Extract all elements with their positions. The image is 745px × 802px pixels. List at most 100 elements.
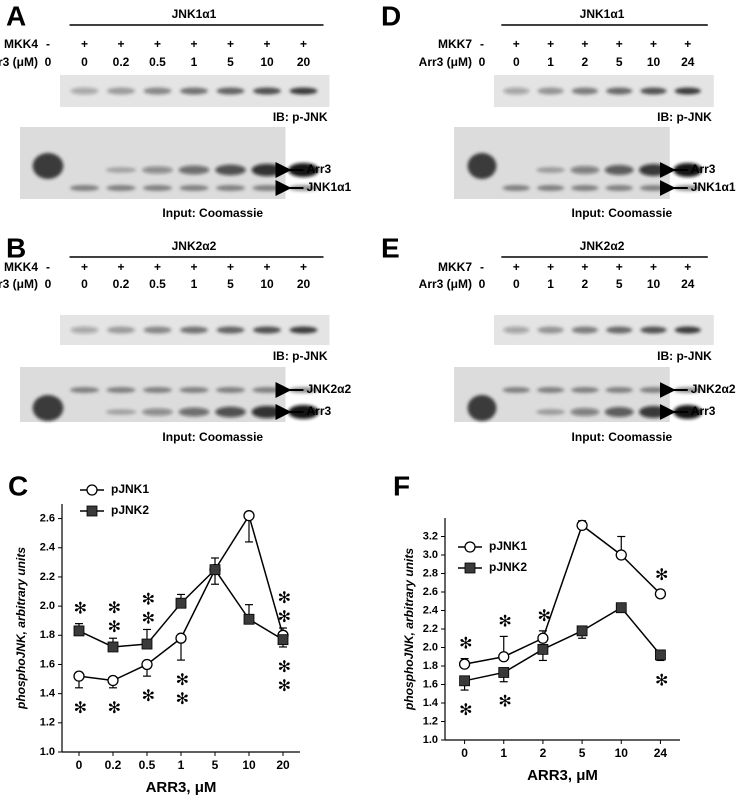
arr3-lane: 10 <box>260 55 274 69</box>
kinase-lane: + <box>81 37 88 51</box>
band <box>70 326 99 334</box>
panel-letter: E <box>381 232 400 263</box>
kinase-lane: + <box>227 260 234 274</box>
band <box>536 409 566 415</box>
y-tick-label: 1.8 <box>423 660 438 672</box>
band <box>674 326 701 334</box>
point <box>459 675 470 687</box>
arr3-lane: 0 <box>479 277 486 291</box>
band <box>289 87 318 95</box>
band <box>289 326 318 334</box>
kinase-lane: + <box>263 260 270 274</box>
band <box>143 87 172 95</box>
y-tick-label: 2.0 <box>423 641 438 653</box>
band <box>502 185 531 191</box>
band <box>605 387 633 393</box>
band <box>178 165 210 175</box>
significance: ✻✻ <box>275 657 292 695</box>
point <box>498 651 510 663</box>
legend-label: pJNK2 <box>111 503 149 517</box>
band <box>105 167 137 173</box>
x-axis-label: ARR3, μM <box>146 779 217 796</box>
protein-header: JNK1α1 <box>172 7 217 21</box>
band <box>640 326 667 334</box>
kinase-label: MKK7 <box>438 37 472 51</box>
band <box>503 87 530 95</box>
x-tick-label: 20 <box>276 758 290 772</box>
band <box>639 406 668 418</box>
legend-label: pJNK1 <box>489 539 527 553</box>
arr3-lane: 0 <box>81 277 88 291</box>
pjnk-bands <box>503 326 701 334</box>
band <box>252 185 282 191</box>
band <box>537 87 564 95</box>
band-label: Arr3 <box>691 162 716 176</box>
significance: ✻✻ <box>139 589 156 627</box>
significance: ✻ <box>652 670 669 689</box>
panel-letter: A <box>6 0 26 31</box>
y-tick-label: 1.0 <box>423 734 438 746</box>
kinase-lane: + <box>650 260 657 274</box>
arr3-lane: 0 <box>479 55 486 69</box>
y-tick-label: 2.2 <box>423 623 438 635</box>
band <box>70 87 99 95</box>
band <box>251 163 283 177</box>
y-tick-label: 1.8 <box>40 629 55 641</box>
x-tick-label: 10 <box>615 746 629 760</box>
band <box>570 166 600 174</box>
point <box>615 602 627 614</box>
point <box>73 625 85 637</box>
significance: ✻ <box>105 698 122 717</box>
series-line <box>464 524 661 665</box>
band <box>107 326 135 334</box>
y-tick-label: 1.0 <box>40 746 55 758</box>
band <box>674 185 702 191</box>
y-tick-label: 1.4 <box>423 697 439 709</box>
arr3-lane: 5 <box>616 55 623 69</box>
arr3-lane: 0 <box>513 277 520 291</box>
point <box>209 564 221 576</box>
point <box>537 643 549 655</box>
ib-label: IB: p-JNK <box>273 110 328 124</box>
arr3-label: Arr3 (μM) <box>0 277 38 291</box>
y-tick-label: 3.0 <box>423 549 438 561</box>
marker-band <box>32 153 64 179</box>
band <box>571 387 599 393</box>
arr3-lane: 0 <box>513 55 520 69</box>
band-label: JNK2α2 <box>307 382 352 396</box>
y-tick-label: 1.2 <box>40 717 55 729</box>
panel-letter: B <box>6 232 26 263</box>
significance: ✻ <box>71 599 88 618</box>
band <box>639 185 668 191</box>
y-tick-label: 2.4 <box>423 604 439 616</box>
x-tick-label: 0 <box>76 758 83 772</box>
point <box>175 632 187 644</box>
kinase-lane: + <box>117 260 124 274</box>
y-axis-label: phosphoJNK, arbitrary units <box>402 548 416 711</box>
arr3-lane: 1 <box>191 277 198 291</box>
kinase-lane: + <box>81 260 88 274</box>
y-tick-label: 2.4 <box>40 542 56 554</box>
band <box>179 185 209 191</box>
legend-label: pJNK1 <box>111 482 149 496</box>
kinase-label: MKK4 <box>4 260 38 274</box>
x-tick-label: 5 <box>212 758 219 772</box>
arr3-lane: 10 <box>260 277 274 291</box>
kinase-lane: + <box>581 260 588 274</box>
x-tick-label: 24 <box>654 746 668 760</box>
input-label: Input: Coomassie <box>572 206 673 220</box>
y-axis-label: phosphoJNK, arbitrary units <box>14 547 28 710</box>
pjnk-bands <box>70 87 318 95</box>
band <box>674 87 701 95</box>
arr3-label: Arr3 (μM) <box>0 55 38 69</box>
legend-marker <box>464 541 476 553</box>
band <box>69 185 100 191</box>
kinase-lane: + <box>684 37 691 51</box>
band <box>215 406 246 418</box>
kinase-lane: + <box>300 260 307 274</box>
protein-header: JNK2α2 <box>580 239 625 253</box>
band <box>180 87 208 95</box>
arr3-lane: 10 <box>647 55 661 69</box>
arr3-label: Arr3 (μM) <box>419 277 472 291</box>
band <box>251 405 283 419</box>
